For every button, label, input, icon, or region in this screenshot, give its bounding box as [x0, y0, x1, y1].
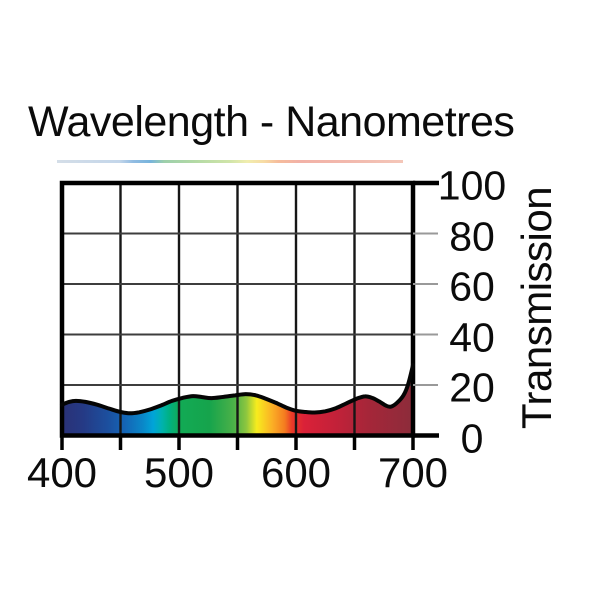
x-tick-label: 600 — [260, 449, 332, 496]
y-tick-label: 100 — [437, 162, 507, 209]
mini-spectrum-strip — [57, 160, 403, 163]
y-tick-label: 20 — [449, 364, 495, 411]
y-tick-label: 80 — [449, 213, 495, 259]
y-tick-label: 0 — [460, 415, 484, 461]
transmission-curve — [60, 363, 415, 416]
y-tick-label: 40 — [449, 314, 495, 360]
y-axis-title: Transmission — [513, 186, 560, 430]
x-tick-label: 500 — [143, 449, 215, 496]
y-tick-label: 60 — [449, 263, 495, 310]
chart-title: Wavelength - Nanometres — [28, 98, 515, 146]
x-tick-label: 700 — [377, 449, 449, 496]
x-tick-label: 400 — [26, 449, 98, 496]
